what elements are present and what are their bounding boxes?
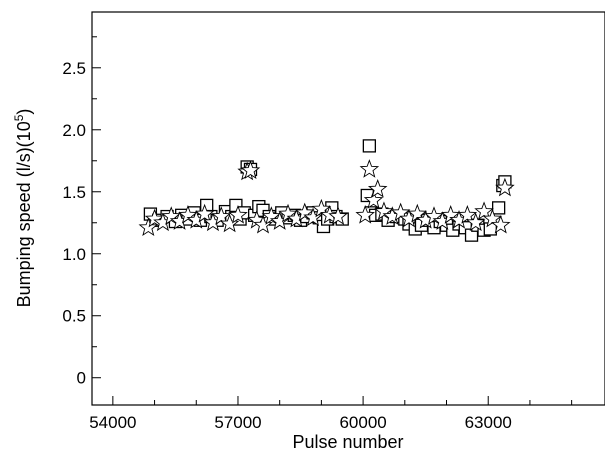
data-point-star (161, 206, 182, 225)
data-point-star (465, 212, 486, 232)
x-tick-labels: 54000 57000 60000 63000 (89, 413, 512, 432)
x-tick-label: 63000 (465, 413, 512, 432)
data-point-star (424, 206, 444, 225)
data-point-star (457, 205, 478, 224)
x-tick-label: 54000 (89, 413, 136, 432)
data-point-star (440, 205, 461, 224)
y-axis-label-superscript: 5 (12, 114, 26, 121)
y-axis-label: Bumping speed (l/s)(105) (12, 109, 34, 308)
x-tick-label: 60000 (339, 413, 386, 432)
data-point-star (474, 201, 494, 220)
data-point-star (144, 208, 165, 228)
data-point-star (363, 190, 384, 209)
data-point-star (355, 205, 375, 224)
data-point-square (491, 201, 506, 215)
data-point-star (328, 206, 348, 225)
y-axis-label-main: Bumping speed (l/s)(10 (14, 121, 34, 307)
data-point-star (490, 214, 511, 234)
plot-frame (91, 11, 605, 406)
y-tick-label: 1.0 (62, 245, 86, 264)
data-point-star (228, 205, 248, 224)
data-point-star (219, 213, 240, 233)
data-point-star (178, 205, 198, 224)
data-point-star (138, 217, 159, 237)
y-tick-label: 1.5 (62, 183, 86, 202)
data-point-star (359, 159, 380, 178)
y-tick-label: 0 (77, 369, 86, 388)
data-point-star (211, 206, 232, 225)
data-point-star (261, 206, 282, 225)
x-tick-label: 57000 (214, 413, 261, 432)
data-point-star (495, 177, 515, 197)
y-tick-label: 2.0 (62, 121, 86, 140)
data-points (138, 139, 515, 242)
data-point-star (303, 207, 323, 227)
x-axis-label: Pulse number (292, 432, 403, 452)
data-point-star (374, 201, 394, 220)
data-point-star (367, 179, 388, 198)
data-point-star (278, 203, 298, 223)
y-tick-labels: 0 0.5 1.0 1.5 2.0 2.5 (62, 59, 86, 388)
data-point-square (362, 139, 377, 153)
y-axis-label-suffix: ) (14, 109, 34, 115)
y-tick-label: 2.5 (62, 59, 86, 78)
data-point-star (194, 203, 215, 223)
data-point-star (240, 160, 261, 180)
y-tick-label: 0.5 (62, 307, 86, 326)
data-point-star (294, 202, 315, 222)
data-point-star (253, 214, 273, 234)
axis-ticks (92, 36, 573, 405)
